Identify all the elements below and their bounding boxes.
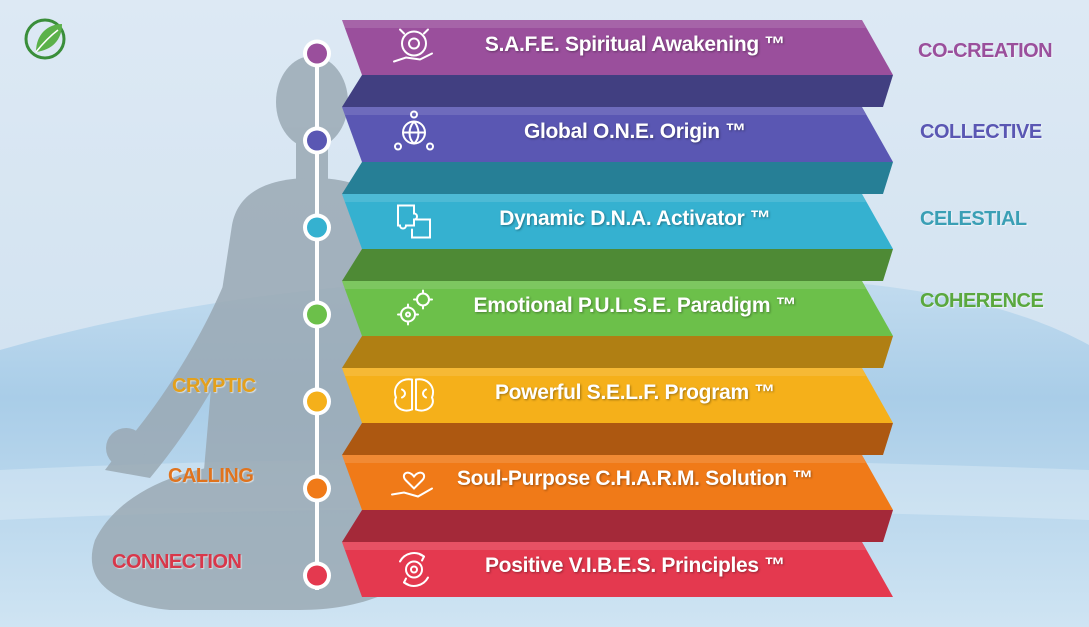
leaf-logo-icon <box>24 18 66 60</box>
band-4 <box>342 281 893 336</box>
gears-icon <box>397 289 433 326</box>
right-label-co-creation: CO-CREATION <box>918 40 1053 62</box>
band-title-6: Soul-Purpose C.H.A.R.M. Solution ™ <box>456 467 814 490</box>
band-3 <box>342 194 893 249</box>
timeline-node-4 <box>307 304 327 325</box>
brain-gear-hand-icon <box>393 28 433 63</box>
band-title-7: Positive V.I.B.E.S. Principles ™ <box>484 554 786 577</box>
right-label-collective: COLLECTIVE <box>920 121 1042 143</box>
band-6 <box>342 455 893 510</box>
band-connector-6 <box>342 510 893 542</box>
timeline-node-2 <box>307 130 327 151</box>
band-title-2: Global O.N.E. Origin ™ <box>523 120 747 143</box>
globe-people-icon <box>394 110 434 151</box>
left-label-calling: CALLING <box>168 465 254 487</box>
band-connector-4 <box>342 336 893 368</box>
band-highlight-1 <box>342 20 866 28</box>
band-highlight-5 <box>342 368 866 376</box>
timeline-node-6 <box>307 478 327 499</box>
band-connector-5 <box>342 423 893 455</box>
band-highlight-7 <box>342 542 866 550</box>
timeline-node-7 <box>307 565 327 586</box>
band-title-5: Powerful S.E.L.F. Program ™ <box>494 381 776 404</box>
right-label-celestial: CELESTIAL <box>920 208 1027 230</box>
band-highlight-2 <box>342 107 866 115</box>
band-highlight-6 <box>342 455 866 463</box>
band-title-3: Dynamic D.N.A. Activator ™ <box>499 207 771 230</box>
left-label-cryptic: CRYPTIC <box>172 375 256 397</box>
band-1 <box>342 20 893 75</box>
cycle-gear-icon <box>399 552 429 587</box>
brain-icon <box>394 378 434 412</box>
heart-hand-icon <box>391 471 433 498</box>
timeline-node-5 <box>307 391 327 412</box>
timeline-node-3 <box>307 217 327 238</box>
band-title-4: Emotional P.U.L.S.E. Paradigm ™ <box>473 294 797 317</box>
band-highlight-3 <box>342 194 866 202</box>
band-2 <box>342 107 893 162</box>
band-5 <box>342 368 893 423</box>
band-connector-2 <box>342 162 893 194</box>
band-connector-1 <box>342 75 893 107</box>
left-label-connection: CONNECTION <box>112 551 242 573</box>
puzzle-icon <box>397 204 431 239</box>
band-highlight-4 <box>342 281 866 289</box>
timeline-node-1 <box>307 43 327 64</box>
band-connector-3 <box>342 249 893 281</box>
band-title-1: S.A.F.E. Spiritual Awakening ™ <box>484 33 786 56</box>
right-label-coherence: COHERENCE <box>920 290 1044 312</box>
band-7 <box>342 542 893 597</box>
